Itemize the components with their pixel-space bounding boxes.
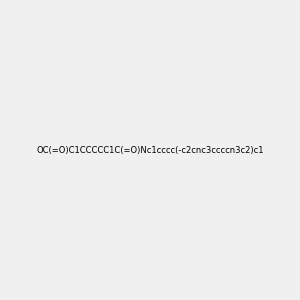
Text: OC(=O)C1CCCCC1C(=O)Nc1cccc(-c2cnc3ccccn3c2)c1: OC(=O)C1CCCCC1C(=O)Nc1cccc(-c2cnc3ccccn3… [36,146,264,154]
